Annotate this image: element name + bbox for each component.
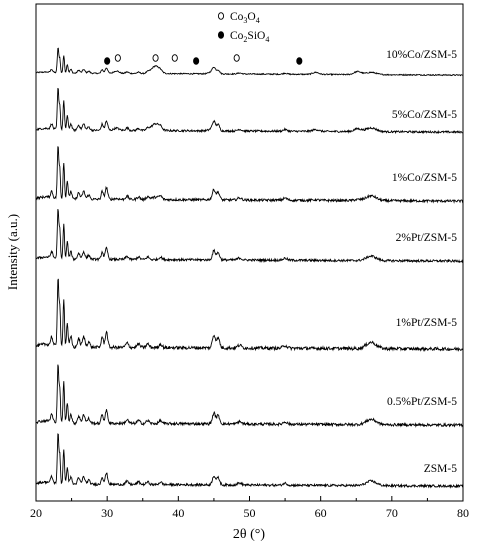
x-tick-label-20: 20: [30, 506, 42, 520]
x-tick-label-40: 40: [172, 506, 184, 520]
legend-open-circle-marker: [217, 12, 225, 20]
series-label-zsm-5: ZSM-5: [424, 463, 457, 475]
legend-item-co2sio4: Co2SiO4: [217, 30, 269, 44]
series-layer: 10%Co/ZSM-5 5%Co/ZSM-5 1%Co/ZSM-5 2%Pt/ZSM-…: [35, 47, 464, 489]
series-label-0-5-pt-zsm-5: 0.5%Pt/ZSM-5: [387, 396, 457, 408]
series-line-0-5-pt-zsm-5: [35, 364, 464, 428]
series-line-5-co-zsm-5: [35, 87, 464, 135]
co2sio4-peak-marker-4: [193, 57, 200, 65]
series-line-1-co-zsm-5: [35, 146, 464, 204]
series-label-1-co-zsm-5: 1%Co/ZSM-5: [392, 172, 457, 184]
series-label-5-co-zsm-5: 5%Co/ZSM-5: [392, 109, 457, 121]
series-line-1-pt-zsm-5: [35, 278, 464, 352]
legend: Co3O4 Co2SiO4: [217, 11, 269, 44]
plot-frame: [35, 3, 464, 502]
x-axis-label: 2θ (°): [233, 527, 265, 542]
co3o4-peak-marker-2: [152, 54, 159, 62]
legend-item-co3o4: Co3O4: [217, 11, 260, 25]
y-axis-label: Intensity (a.u.): [5, 214, 20, 290]
series-line-2-pt-zsm-5: [35, 209, 464, 264]
legend-filled-circle-marker: [217, 31, 225, 39]
peak-marker-layer: [104, 54, 303, 65]
x-tick-label-30: 30: [101, 506, 113, 520]
legend-label-co2sio4: Co2SiO4: [230, 30, 269, 44]
x-axis: 20 30 40 50 60 70 80: [30, 496, 469, 520]
co3o4-peak-marker-3: [171, 54, 178, 62]
co3o4-peak-marker-5: [233, 54, 240, 62]
x-tick-label-60: 60: [315, 506, 327, 520]
series-label-1-pt-zsm-5: 1%Pt/ZSM-5: [396, 317, 458, 329]
co2sio4-peak-marker-6: [296, 57, 303, 65]
series-label-10-co-zsm-5: 10%Co/ZSM-5: [386, 49, 457, 61]
x-tick-label-50: 50: [244, 506, 256, 520]
x-tick-label-70: 70: [386, 506, 398, 520]
series-line-zsm-5: [35, 433, 464, 489]
legend-label-co3o4: Co3O4: [230, 11, 260, 25]
series-line-10-co-zsm-5: [35, 47, 464, 77]
co3o4-peak-marker-1: [114, 54, 121, 62]
co2sio4-peak-marker-0: [104, 57, 111, 65]
x-tick-label-80: 80: [457, 506, 469, 520]
series-label-2-pt-zsm-5: 2%Pt/ZSM-5: [396, 232, 458, 244]
